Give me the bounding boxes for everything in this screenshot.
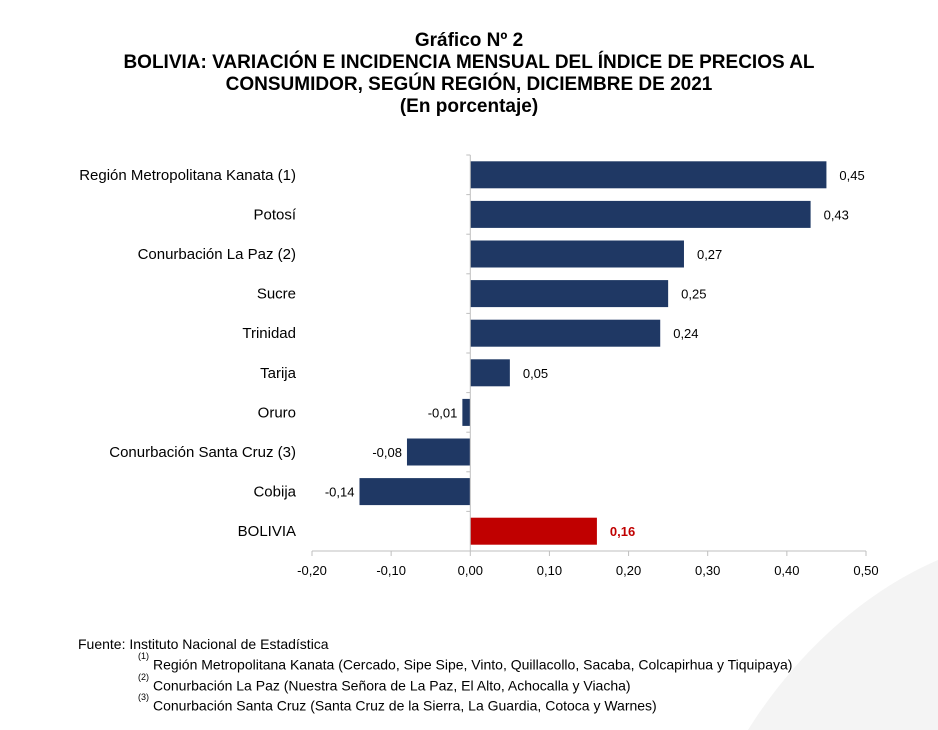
data-label: 0,16 — [610, 524, 635, 539]
bar — [470, 319, 661, 347]
bar — [359, 478, 471, 506]
category-label: Conurbación La Paz (2) — [138, 246, 296, 263]
x-tick-label: 0,30 — [695, 563, 720, 578]
bar — [470, 359, 510, 387]
data-label: 0,25 — [681, 287, 706, 302]
data-label: -0,14 — [325, 485, 355, 500]
bar — [470, 200, 811, 228]
category-label: Oruro — [258, 404, 296, 421]
footnote-marker: (2) — [138, 671, 149, 682]
data-label: -0,01 — [428, 405, 458, 420]
bar — [470, 240, 684, 268]
category-label: Región Metropolitana Kanata (1) — [79, 167, 296, 184]
footnote-2: (2) Conurbación La Paz (Nuestra Señora de… — [78, 671, 792, 695]
chart-subtitle: (En porcentaje) — [399, 96, 539, 117]
category-label: BOLIVIA — [238, 523, 296, 540]
data-label: 0,45 — [839, 168, 864, 183]
category-label: Conurbación Santa Cruz (3) — [109, 444, 296, 461]
bar — [406, 438, 471, 466]
chart-title-line-1: BOLIVIA: VARIACIÓN E INCIDENCIA MENSUAL … — [123, 52, 815, 73]
data-label: 0,43 — [824, 207, 849, 222]
x-tick-label: 0,00 — [458, 563, 483, 578]
x-tick-label: 0,50 — [853, 563, 878, 578]
footnote-text: Región Metropolitana Kanata (Cercado, Si… — [153, 656, 793, 673]
bar — [470, 280, 669, 308]
data-label: 0,24 — [673, 326, 698, 341]
data-label: -0,08 — [372, 445, 402, 460]
footnote-text: Conurbación Santa Cruz (Santa Cruz de la… — [153, 697, 657, 714]
category-label: Tarija — [260, 365, 297, 382]
x-tick-label: 0,20 — [616, 563, 641, 578]
x-tick-label: -0,20 — [297, 563, 327, 578]
bar-chart: Región Metropolitana Kanata (1) 0,45 Potos… — [79, 154, 879, 578]
footnote-marker: (3) — [138, 692, 149, 703]
decorative-swoosh — [748, 560, 938, 730]
bar — [462, 398, 471, 426]
x-tick-label: 0,10 — [537, 563, 562, 578]
category-label: Cobija — [253, 484, 296, 501]
data-label: 0,27 — [697, 247, 722, 262]
bar — [470, 161, 827, 189]
category-label: Trinidad — [242, 325, 296, 342]
data-label: 0,05 — [523, 366, 548, 381]
x-tick-label: 0,40 — [774, 563, 799, 578]
chart-title-block: Gráfico Nº 2 BOLIVIA: VARIACIÓN E INCIDE… — [0, 30, 938, 118]
chart-number: Gráfico Nº 2 — [414, 30, 524, 51]
footnote-3: (3) Conurbación Santa Cruz (Santa Cruz de… — [78, 692, 792, 715]
source-note: Fuente: Instituto Nacional de Estadístic… — [78, 636, 329, 652]
footnote-1: (1) Región Metropolitana Kanata (Cercado,… — [78, 651, 793, 674]
footer: Fuente: Instituto Nacional de Estadístic… — [78, 636, 792, 715]
x-tick-label: -0,10 — [376, 563, 406, 578]
chart-title-line-2: CONSUMIDOR, SEGÚN REGIÓN, DICIEMBRE DE 2… — [225, 74, 713, 95]
footnote-text: Conurbación La Paz (Nuestra Señora de La… — [153, 677, 631, 694]
category-label: Sucre — [257, 286, 296, 303]
category-label: Potosí — [253, 206, 296, 223]
bar — [470, 517, 597, 545]
footnote-marker: (1) — [138, 651, 149, 661]
